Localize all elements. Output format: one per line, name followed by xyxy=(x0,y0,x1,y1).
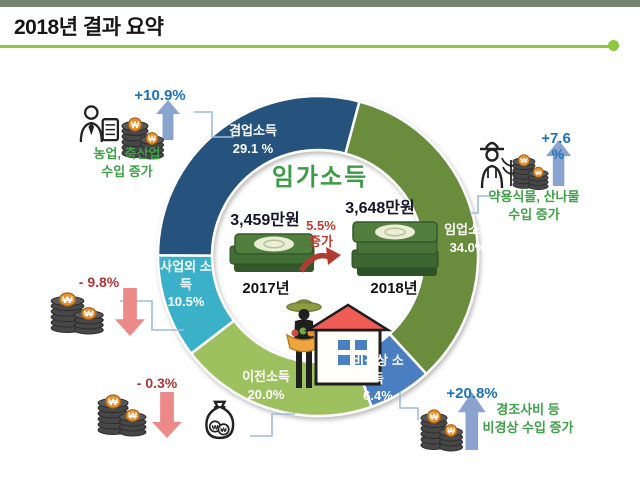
segment-percent: 29.1 % xyxy=(232,140,274,156)
title-underline xyxy=(0,45,612,48)
farmer-clipboard-icon xyxy=(79,105,120,143)
page-title: 2018년 결과 요약 xyxy=(14,16,164,39)
increase-arrow-icon xyxy=(298,247,341,273)
segment-name: 이전소득 xyxy=(242,369,290,384)
money-stack-2018-icon xyxy=(351,221,439,276)
change-word: 증가 xyxy=(309,234,333,250)
year-2017: 2017년 xyxy=(242,280,290,297)
irregular-change-percent: +20.8% xyxy=(446,385,498,402)
segment-name: 임업소득 xyxy=(444,222,492,237)
segment-name: 비경상 소득 xyxy=(352,353,404,386)
connector-line xyxy=(250,413,295,437)
segment-name: 겸업소득 xyxy=(229,123,277,138)
forestry-change-percent: +7.6 xyxy=(541,130,571,147)
connector-line xyxy=(470,195,492,214)
segment-label-forestry-income: 임업소득 34.0% xyxy=(420,221,516,256)
donut-segment-임업소득 xyxy=(344,100,480,376)
donut-ring xyxy=(156,94,480,418)
segment-percent: 10.5% xyxy=(167,294,205,310)
forestry-change-percent-sign: % xyxy=(551,146,565,162)
segment-percent: 6.4% xyxy=(363,388,393,404)
farmer-with-basket-icon xyxy=(285,299,323,388)
farm-change-percent: +10.9% xyxy=(134,87,186,104)
won-symbol: ₩ xyxy=(212,424,219,431)
irregular-change-description: 경조사비 등 비경상 수입 증가 xyxy=(468,401,588,436)
donut-segment-겸업소득 xyxy=(156,94,361,257)
forestry-change-description: 약용식물, 산나물 수입 증가 xyxy=(476,188,592,223)
segment-label-transfer-income: 이전소득 20.0% xyxy=(221,368,311,403)
year-2018: 2018년 xyxy=(370,280,418,297)
connector-line xyxy=(399,392,419,420)
segment-percent: 20.0% xyxy=(247,386,285,402)
value-2017: 3,459만원 xyxy=(230,212,300,229)
description-line: 수입 증가 xyxy=(508,206,560,222)
segment-label-non-business-income: 사업외 소득 10.5% xyxy=(158,258,214,311)
description-line: 약용식물, 산나물 xyxy=(488,189,580,204)
transfer-change-percent: - 0.3% xyxy=(136,375,178,391)
connector-line xyxy=(194,111,234,138)
segment-label-side-business-income: 겸업소득 29.1 % xyxy=(207,122,299,157)
segment-label-irregular-income: 비경상 소득 6.4% xyxy=(350,352,406,405)
description-line: 경조사비 등 xyxy=(496,402,560,417)
title-underline-dot xyxy=(608,40,619,51)
non-business-change-percent: - 9.8% xyxy=(78,274,120,290)
description-line: 농업, 축산업 xyxy=(93,146,161,161)
won-symbol: ₩ xyxy=(220,427,227,434)
house-icon xyxy=(303,303,393,386)
segment-percent: 34.0% xyxy=(449,239,487,255)
farm-change-description: 농업, 축산업 수입 증가 xyxy=(68,145,186,180)
forester-icon xyxy=(480,141,521,189)
description-line: 수입 증가 xyxy=(101,163,153,179)
change-rate: 5.5% 증가 xyxy=(294,218,348,251)
description-line: 비경상 수입 증가 xyxy=(482,419,574,435)
value-2018: 3,648만원 xyxy=(345,200,415,217)
money-bag-icon: ₩ ₩ xyxy=(205,400,235,440)
segment-name: 사업외 소득 xyxy=(160,259,212,292)
money-stack-2017-icon xyxy=(229,233,315,272)
slide-top-border xyxy=(0,0,640,7)
chart-center-title: 임가소득 xyxy=(271,164,369,191)
change-percent: 5.5% xyxy=(306,218,336,233)
